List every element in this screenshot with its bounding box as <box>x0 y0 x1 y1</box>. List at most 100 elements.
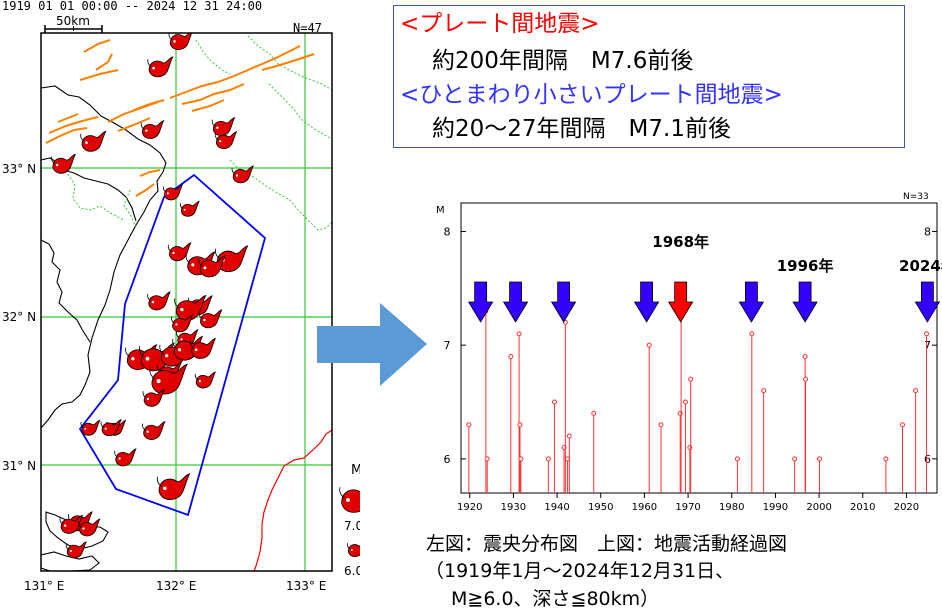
transition-arrow <box>317 303 427 386</box>
x-tick-label: 1940 <box>544 502 569 513</box>
event-point <box>658 422 664 428</box>
event-point <box>792 456 798 462</box>
mag-legend-title: M <box>351 463 360 478</box>
lat-label-31: 31° N <box>2 459 36 473</box>
event-point <box>508 354 514 360</box>
event-point <box>749 331 755 337</box>
arrow-year-label: 1996年 <box>777 257 834 275</box>
epicenter-marker <box>156 473 191 501</box>
x-tick-label: 1970 <box>675 502 700 513</box>
chart-ylabel: M <box>436 205 445 216</box>
map-count-label: N=47 <box>293 21 322 35</box>
epicenter-map-svg: 1919 01 01 00:00 -- 2024 12 31 24:00 N=4… <box>2 0 360 593</box>
epicenter-marker <box>78 518 101 537</box>
event-point <box>517 422 523 428</box>
focus-region-outline <box>78 173 267 517</box>
event-arrow-blue <box>467 281 494 323</box>
map-pref-borders <box>67 35 332 231</box>
x-tick-label: 1930 <box>501 502 526 513</box>
y-tick-label: 8 <box>444 225 451 238</box>
epicenter-markers <box>51 33 255 559</box>
epicenter-marker <box>167 242 192 262</box>
x-tick-label: 1950 <box>588 502 613 513</box>
map-scale-bar: 50km <box>44 14 103 33</box>
y-tick-label-right: 8 <box>924 225 931 238</box>
map-coastline <box>41 85 167 571</box>
event-point <box>687 445 693 451</box>
event-point <box>646 342 652 348</box>
event-point <box>516 331 522 337</box>
event-point <box>682 399 688 405</box>
event-point <box>900 422 906 428</box>
epicenter-marker <box>211 117 236 137</box>
event-arrow-blue <box>914 281 941 323</box>
map-period-label: 1919 01 01 00:00 -- 2024 12 31 24:00 <box>2 0 262 13</box>
epicenter-marker <box>189 337 217 359</box>
event-arrow-blue <box>502 281 529 323</box>
map-trench <box>253 429 332 571</box>
event-point <box>802 354 808 360</box>
x-tick-label: 1980 <box>719 502 744 513</box>
caption-line-2: （1919年1月～2024年12月31日、 <box>425 560 735 582</box>
event-point <box>466 422 472 428</box>
epicenter-marker <box>140 119 165 140</box>
epicenter-marker <box>80 419 101 436</box>
chart-count-label: N=33 <box>903 192 929 202</box>
arrow-year-label: 1968年 <box>652 233 709 251</box>
epicenter-marker <box>231 165 255 184</box>
event-arrow-red <box>667 281 694 323</box>
event-point <box>545 456 551 462</box>
epicenter-marker <box>51 153 77 174</box>
x-tick-label: 1960 <box>632 502 657 513</box>
epicenter-marker <box>179 200 200 217</box>
y-tick-label: 6 <box>444 453 451 466</box>
map-faults <box>45 39 315 197</box>
event-point <box>803 376 809 382</box>
epicenter-marker <box>198 255 226 278</box>
event-point <box>518 456 524 462</box>
x-tick-label: 2010 <box>850 502 875 513</box>
lat-label-32: 32° N <box>2 310 36 324</box>
event-point <box>688 376 694 382</box>
legend-line-smaller-detail: 約20～27年間隔 M7.1前後 <box>432 116 731 142</box>
event-point <box>591 410 597 416</box>
event-point <box>817 456 823 462</box>
epicenter-marker <box>147 291 171 311</box>
y-tick-label: 7 <box>444 339 451 352</box>
epicenter-marker <box>80 130 107 152</box>
event-point <box>551 399 557 405</box>
legend-line-plate-detail: 約200年間隔 M7.6前後 <box>432 48 694 74</box>
event-arrow-blue <box>792 281 818 323</box>
legend-line-smaller: <ひとまわり小さいプレート間地震> <box>400 82 783 108</box>
event-point <box>761 388 767 394</box>
x-tick-label: 1920 <box>457 502 482 513</box>
epicenter-marker <box>59 514 84 534</box>
legend-box: <プレート間地震> 約200年間隔 M7.6前後 <ひとまわり小さいプレート間地… <box>393 5 905 148</box>
epicenter-marker <box>214 245 249 273</box>
activity-time-chart: M N=33 1920 1930 1940 1950 1960 1970 1980 1990 2… <box>436 192 942 513</box>
event-point <box>566 433 572 439</box>
map-scale-label: 50km <box>56 14 90 28</box>
epicenter-marker <box>198 309 223 329</box>
event-point <box>913 388 919 394</box>
mag-legend-6: 6.0 <box>344 564 360 578</box>
arrow-year-label: 2024年 <box>899 257 942 275</box>
epicenter-map: 1919 01 01 00:00 -- 2024 12 31 24:00 N=4… <box>0 0 360 614</box>
event-point <box>484 456 490 462</box>
event-arrow-blue <box>550 281 577 323</box>
event-point <box>924 331 930 337</box>
epicenter-marker <box>170 314 194 333</box>
epicenter-marker <box>142 388 166 407</box>
epicenter-marker <box>149 363 188 395</box>
mag-legend-7: 7.0 <box>344 519 360 533</box>
epicenter-marker <box>163 184 184 201</box>
event-point <box>734 456 740 462</box>
epicenter-marker <box>142 420 166 440</box>
event-arrow-blue <box>738 281 765 323</box>
magnitude-legend: M 7.0 6.0 <box>339 463 360 578</box>
epicenter-marker <box>174 294 207 321</box>
epicenter-marker <box>114 448 137 467</box>
x-tick-label: 2020 <box>894 502 919 513</box>
epicenter-marker <box>65 541 87 559</box>
chart-frame <box>460 202 938 494</box>
